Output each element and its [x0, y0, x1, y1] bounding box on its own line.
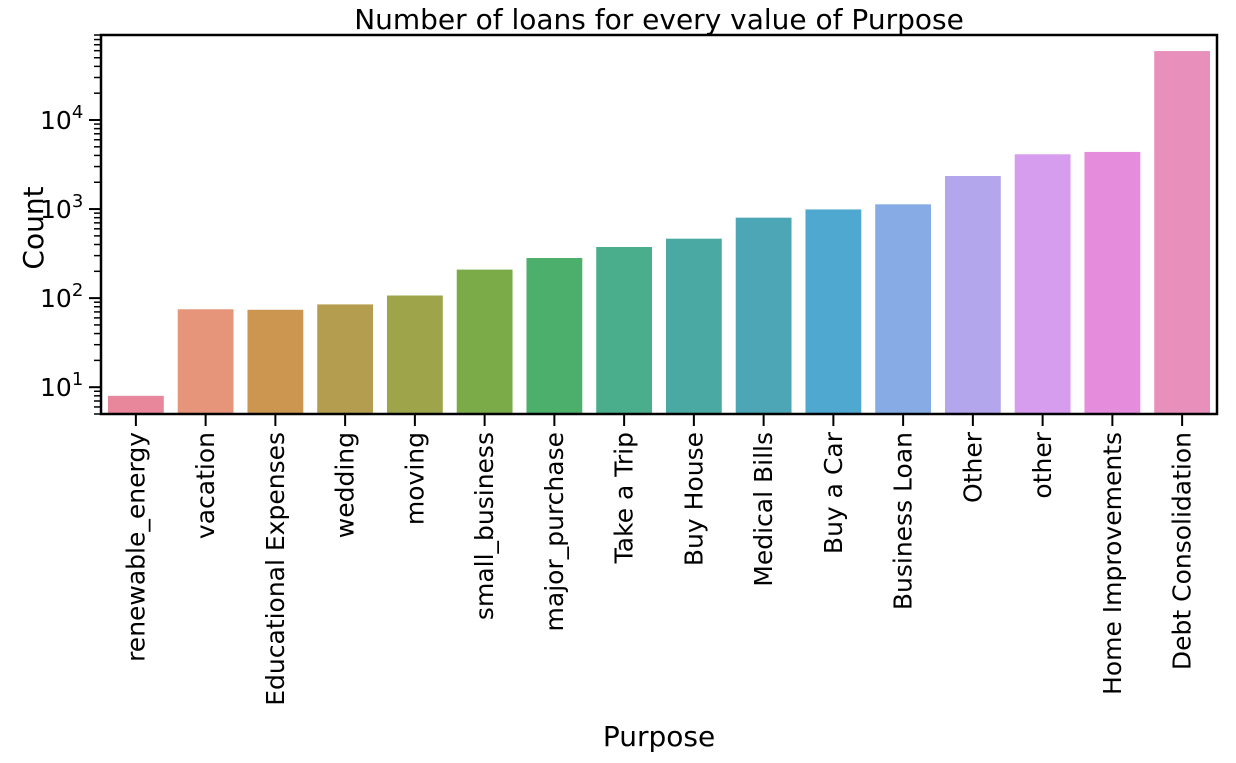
- bar-renewable-energy: [107, 395, 164, 414]
- plot-frame: [99, 33, 1219, 416]
- y-tick-label: 103: [40, 191, 83, 224]
- x-tick-label: other: [1028, 431, 1057, 498]
- bar-medical-bills: [735, 217, 792, 414]
- y-tick-label: 104: [40, 102, 83, 135]
- x-tick-label: Medical Bills: [749, 432, 778, 587]
- x-tick-label: Educational Expenses: [261, 432, 290, 706]
- bar-wedding: [317, 304, 374, 414]
- y-tick-label: 102: [40, 280, 83, 313]
- x-tick-label: Home Improvements: [1098, 432, 1127, 695]
- bar-other: [1014, 154, 1071, 414]
- bar-buy-a-car: [805, 209, 862, 414]
- x-axis-label: Purpose: [603, 720, 715, 753]
- x-tick-label: major_purchase: [540, 432, 569, 631]
- bar-small-business: [456, 269, 513, 414]
- bar-debt-consolidation: [1154, 51, 1211, 414]
- x-tick-label: vacation: [191, 432, 220, 539]
- bar-business-loan: [875, 204, 932, 414]
- x-tick-label: wedding: [331, 432, 360, 538]
- x-tick-label: Buy House: [679, 432, 708, 566]
- bar-buy-house: [665, 238, 722, 414]
- bar-educational-expenses: [247, 309, 304, 414]
- x-tick-label: Business Loan: [889, 432, 918, 610]
- x-tick-label: renewable_energy: [121, 432, 150, 662]
- bar-major-purchase: [526, 258, 583, 414]
- x-tick-label: Debt Consolidation: [1168, 432, 1197, 670]
- x-tick-label: Take a Trip: [610, 432, 639, 564]
- x-tick-label: moving: [400, 432, 429, 525]
- bar-take-a-trip: [596, 246, 653, 414]
- y-tick-label: 101: [40, 369, 83, 402]
- bar-moving: [386, 295, 443, 414]
- bar-other: [944, 176, 1001, 414]
- bar-vacation: [177, 309, 234, 414]
- y-ticks-group: 101 102 103 104: [40, 34, 101, 415]
- x-tick-label: Buy a Car: [819, 431, 848, 554]
- y-axis-label: Count: [17, 186, 50, 269]
- bar-home-improvements: [1084, 151, 1141, 414]
- x-tick-label: Other: [958, 431, 987, 503]
- x-ticks-group: renewable_energy vacation Educational Expe…: [121, 414, 1197, 706]
- bars-group: [107, 51, 1211, 414]
- x-tick-label: small_business: [470, 432, 499, 620]
- chart-title: Number of loans for every value of Purpo…: [354, 3, 964, 36]
